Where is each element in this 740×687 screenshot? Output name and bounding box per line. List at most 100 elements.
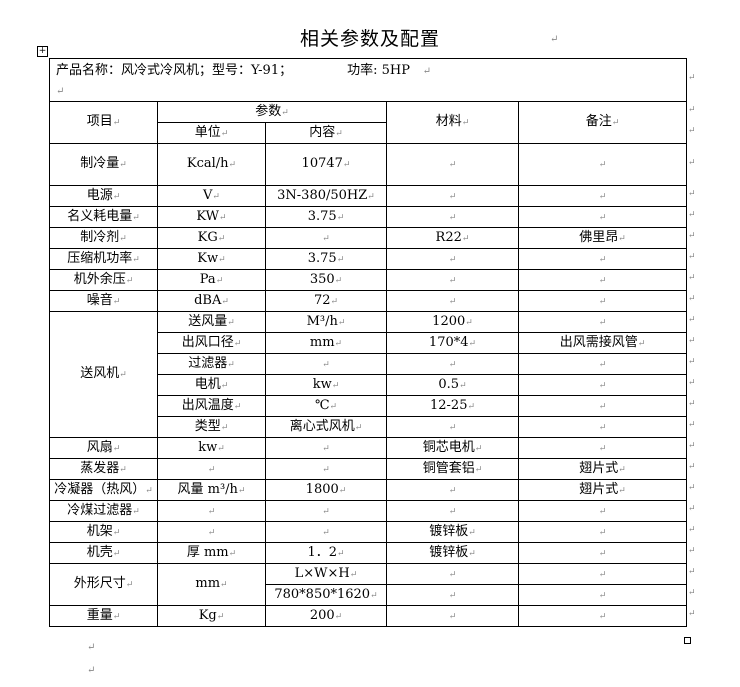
table-cell[interactable]: 12-25 (386, 395, 519, 417)
table-cell[interactable]: 10747 (265, 143, 387, 186)
table-cell[interactable]: V (157, 185, 266, 207)
row-label[interactable]: 名义耗电量 (49, 206, 158, 228)
row-label[interactable]: 冷煤过滤器 (49, 500, 158, 522)
dimensions-label[interactable]: 外形尺寸 (49, 563, 158, 606)
table-cell[interactable] (518, 248, 687, 270)
table-cell[interactable]: Kg (157, 605, 266, 627)
table-cell[interactable] (386, 605, 519, 627)
table-cell[interactable]: Pa (157, 269, 266, 291)
row-label[interactable]: 重量 (49, 605, 158, 627)
table-cell[interactable] (518, 374, 687, 396)
table-cell[interactable]: 350 (265, 269, 387, 291)
table-cell[interactable] (518, 206, 687, 228)
table-cell[interactable] (518, 185, 687, 207)
table-resize-handle[interactable] (684, 637, 691, 644)
table-cell[interactable] (518, 395, 687, 417)
table-cell[interactable]: 风量 m³/h (157, 479, 266, 501)
row-label[interactable]: 电源 (49, 185, 158, 207)
table-cell[interactable] (157, 458, 266, 480)
table-cell[interactable]: 0.5 (386, 374, 519, 396)
table-cell[interactable] (386, 584, 519, 606)
table-cell[interactable]: 镀锌板 (386, 542, 519, 564)
table-cell[interactable] (518, 311, 687, 333)
table-cell[interactable] (518, 437, 687, 459)
row-label[interactable]: 电机 (157, 374, 266, 396)
row-label[interactable]: 冷凝器（热风） (49, 479, 158, 501)
table-cell[interactable]: dBA (157, 290, 266, 312)
table-cell[interactable]: 出风需接风管 (518, 332, 687, 354)
table-cell[interactable] (157, 521, 266, 543)
table-cell[interactable] (518, 290, 687, 312)
table-cell[interactable] (265, 458, 387, 480)
table-cell[interactable] (518, 584, 687, 606)
table-cell[interactable]: 厚 mm (157, 542, 266, 564)
table-cell[interactable] (386, 143, 519, 186)
row-label[interactable]: 压缩机功率 (49, 248, 158, 270)
table-cell[interactable]: 780*850*1620 (265, 584, 387, 606)
table-cell[interactable] (265, 227, 387, 249)
table-cell[interactable] (265, 437, 387, 459)
table-cell[interactable] (518, 353, 687, 375)
table-cell[interactable]: 1200 (386, 311, 519, 333)
table-cell[interactable]: 铜芯电机 (386, 437, 519, 459)
row-label[interactable]: 送风量 (157, 311, 266, 333)
table-cell[interactable]: 200 (265, 605, 387, 627)
dimensions-unit[interactable]: mm (157, 563, 266, 606)
table-cell[interactable] (386, 290, 519, 312)
table-cell[interactable] (518, 521, 687, 543)
table-cell[interactable]: 1800 (265, 479, 387, 501)
table-cell[interactable] (386, 416, 519, 438)
table-cell[interactable] (265, 500, 387, 522)
blower-group-label[interactable]: 送风机 (49, 311, 158, 438)
row-label[interactable]: 噪音 (49, 290, 158, 312)
table-cell[interactable] (518, 542, 687, 564)
table-cell[interactable]: kw (265, 374, 387, 396)
table-cell[interactable]: 翅片式 (518, 458, 687, 480)
table-cell[interactable] (518, 500, 687, 522)
table-cell[interactable]: ℃ (265, 395, 387, 417)
table-cell[interactable]: 3.75 (265, 206, 387, 228)
table-cell[interactable]: 离心式风机 (265, 416, 387, 438)
table-cell[interactable] (386, 353, 519, 375)
row-label[interactable]: 出风温度 (157, 395, 266, 417)
row-label[interactable]: 蒸发器 (49, 458, 158, 480)
table-cell[interactable]: R22 (386, 227, 519, 249)
table-cell[interactable] (265, 353, 387, 375)
table-cell[interactable]: mm (265, 332, 387, 354)
row-label[interactable]: 风扇 (49, 437, 158, 459)
table-cell[interactable]: M³/h (265, 311, 387, 333)
product-info-cell[interactable]: 产品名称：风冷式冷风机；型号：Y-91； 功率: 5HP ↵ ↵ (49, 58, 687, 102)
row-label[interactable]: 机外余压 (49, 269, 158, 291)
table-cell[interactable] (386, 185, 519, 207)
table-cell[interactable] (386, 269, 519, 291)
table-cell[interactable] (386, 500, 519, 522)
table-move-handle-icon[interactable]: + (37, 46, 48, 57)
row-label[interactable]: 出风口径 (157, 332, 266, 354)
table-cell[interactable] (518, 605, 687, 627)
row-label[interactable]: 机架 (49, 521, 158, 543)
table-cell[interactable] (518, 416, 687, 438)
table-cell[interactable]: 170*4 (386, 332, 519, 354)
table-cell[interactable] (386, 206, 519, 228)
row-label[interactable]: 制冷量 (49, 143, 158, 186)
table-cell[interactable]: 镀锌板 (386, 521, 519, 543)
table-cell[interactable]: Kw (157, 248, 266, 270)
table-cell[interactable] (518, 563, 687, 585)
table-cell[interactable] (386, 479, 519, 501)
row-label[interactable]: 过滤器 (157, 353, 266, 375)
table-cell[interactable] (518, 143, 687, 186)
table-cell[interactable]: 3N-380/50HZ (265, 185, 387, 207)
table-cell[interactable] (386, 248, 519, 270)
table-cell[interactable]: KG (157, 227, 266, 249)
row-label[interactable]: 类型 (157, 416, 266, 438)
table-cell[interactable]: 72 (265, 290, 387, 312)
table-cell[interactable]: 铜管套铝 (386, 458, 519, 480)
table-cell[interactable]: 翅片式 (518, 479, 687, 501)
row-label[interactable]: 制冷剂 (49, 227, 158, 249)
table-cell[interactable]: kw (157, 437, 266, 459)
row-label[interactable]: 机壳 (49, 542, 158, 564)
table-cell[interactable] (518, 269, 687, 291)
table-cell[interactable]: KW (157, 206, 266, 228)
table-cell[interactable]: Kcal/h (157, 143, 266, 186)
table-cell[interactable] (157, 500, 266, 522)
